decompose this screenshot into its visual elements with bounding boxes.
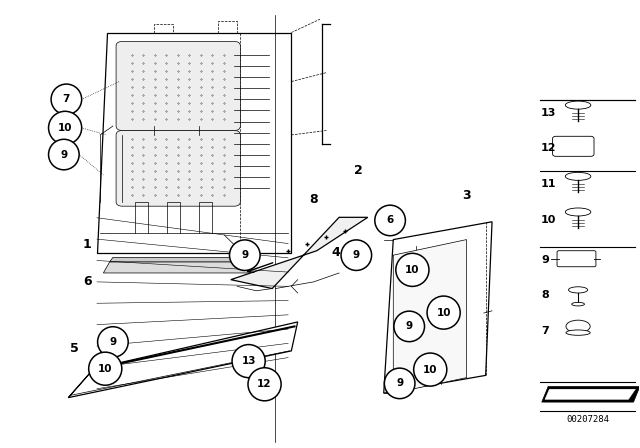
Ellipse shape xyxy=(572,302,584,306)
Polygon shape xyxy=(68,366,96,398)
Text: 9: 9 xyxy=(396,379,403,388)
FancyBboxPatch shape xyxy=(557,251,596,267)
Ellipse shape xyxy=(565,172,591,181)
Text: 2: 2 xyxy=(354,164,363,177)
Text: 7: 7 xyxy=(63,95,70,104)
FancyBboxPatch shape xyxy=(116,42,241,130)
Ellipse shape xyxy=(49,111,82,144)
Polygon shape xyxy=(103,262,253,273)
Ellipse shape xyxy=(230,240,260,271)
Text: 9: 9 xyxy=(541,254,549,265)
Text: 7: 7 xyxy=(541,326,549,336)
Text: 10: 10 xyxy=(98,364,113,374)
Text: 1: 1 xyxy=(83,237,92,250)
Text: 6: 6 xyxy=(83,276,92,289)
Ellipse shape xyxy=(89,352,122,385)
Ellipse shape xyxy=(385,368,415,399)
Ellipse shape xyxy=(565,101,591,109)
Text: 9: 9 xyxy=(109,337,116,347)
Ellipse shape xyxy=(568,287,588,293)
Polygon shape xyxy=(541,387,640,402)
Ellipse shape xyxy=(98,327,128,357)
Text: 12: 12 xyxy=(257,379,272,389)
FancyBboxPatch shape xyxy=(116,130,241,206)
Text: 8: 8 xyxy=(309,193,318,206)
Text: 11: 11 xyxy=(541,179,557,189)
Text: 9: 9 xyxy=(60,150,67,159)
Text: 12: 12 xyxy=(541,143,557,153)
Ellipse shape xyxy=(49,139,79,170)
Text: 9: 9 xyxy=(241,250,248,260)
Ellipse shape xyxy=(248,368,281,401)
Text: 10: 10 xyxy=(58,123,72,133)
Ellipse shape xyxy=(232,345,265,378)
Text: 9: 9 xyxy=(353,250,360,260)
Polygon shape xyxy=(109,258,256,262)
Ellipse shape xyxy=(413,353,447,386)
Text: 8: 8 xyxy=(541,290,549,300)
Text: 00207284: 00207284 xyxy=(566,414,609,423)
Ellipse shape xyxy=(427,296,460,329)
FancyBboxPatch shape xyxy=(552,136,594,156)
Text: 13: 13 xyxy=(541,108,557,118)
Ellipse shape xyxy=(566,330,590,335)
Polygon shape xyxy=(97,33,291,253)
Ellipse shape xyxy=(51,84,82,115)
Polygon shape xyxy=(394,240,467,393)
Ellipse shape xyxy=(396,253,429,286)
Text: 10: 10 xyxy=(405,265,420,275)
Text: 10: 10 xyxy=(541,215,557,224)
Text: 5: 5 xyxy=(70,342,79,355)
Polygon shape xyxy=(231,217,368,289)
Polygon shape xyxy=(68,322,298,398)
Polygon shape xyxy=(545,389,636,400)
Ellipse shape xyxy=(394,311,424,342)
Ellipse shape xyxy=(375,205,405,236)
Polygon shape xyxy=(384,222,492,393)
Ellipse shape xyxy=(565,208,591,216)
Text: 6: 6 xyxy=(387,215,394,225)
Text: 4: 4 xyxy=(332,246,340,259)
Text: 13: 13 xyxy=(241,356,256,366)
Text: 9: 9 xyxy=(406,321,413,332)
Ellipse shape xyxy=(341,240,372,271)
Text: 10: 10 xyxy=(423,365,438,375)
Text: 3: 3 xyxy=(462,189,471,202)
Ellipse shape xyxy=(566,320,590,332)
Text: 10: 10 xyxy=(436,308,451,318)
